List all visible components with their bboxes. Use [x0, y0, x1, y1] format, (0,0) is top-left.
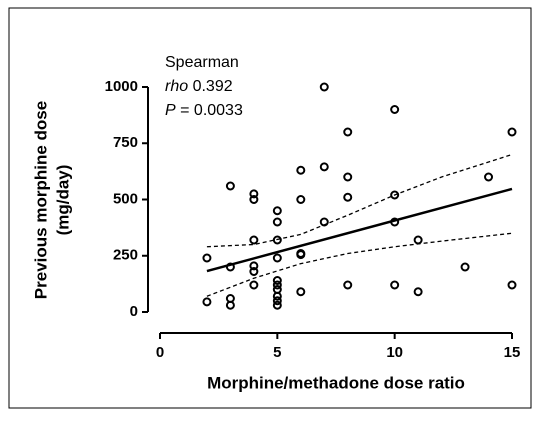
frame — [8, 7, 532, 409]
y-tick-label: 750 — [113, 134, 138, 151]
point — [225, 300, 235, 310]
y-tick-label: 500 — [113, 190, 138, 207]
point — [343, 127, 353, 137]
x-tick-label: 5 — [273, 344, 281, 361]
point — [413, 235, 423, 245]
point — [272, 280, 282, 290]
point — [272, 276, 282, 285]
annotation-title: Spearman — [165, 54, 239, 71]
point — [296, 250, 306, 260]
y-axis-label: (mg/day) — [53, 165, 72, 236]
x-tick-label: 10 — [386, 344, 403, 361]
point — [460, 262, 470, 272]
point — [272, 300, 282, 310]
point — [319, 217, 329, 227]
point — [272, 235, 282, 245]
x-tick-label: 0 — [156, 344, 164, 361]
point — [507, 280, 517, 290]
point — [390, 190, 400, 200]
y-tick-label: 0 — [130, 303, 138, 320]
point — [249, 267, 259, 276]
rho-value: 0.392 — [193, 78, 233, 95]
point — [319, 162, 329, 172]
y-tick-label: 1000 — [105, 78, 138, 95]
point — [225, 262, 235, 272]
point — [296, 165, 306, 175]
fit-line — [206, 187, 513, 273]
x-axis-label: Morphine/methadone dose ratio — [207, 373, 465, 392]
rho-label: rho — [165, 78, 188, 95]
point — [225, 181, 235, 191]
point — [249, 280, 259, 290]
point — [249, 195, 259, 204]
y-axis-label: Previous morphine dose — [31, 101, 50, 299]
point — [319, 82, 329, 92]
x-tick-label: 15 — [504, 344, 521, 361]
point — [272, 296, 282, 306]
point — [249, 261, 259, 271]
point — [343, 280, 353, 290]
point — [296, 195, 306, 204]
annotation-p: P = 0.0033 — [165, 102, 243, 119]
point — [272, 291, 282, 301]
point — [272, 217, 282, 227]
point — [202, 253, 212, 263]
point — [413, 287, 423, 297]
point — [296, 287, 306, 297]
y-tick-label: 250 — [113, 247, 138, 264]
point — [272, 206, 282, 216]
p-label: P — [165, 102, 176, 119]
point — [484, 172, 494, 182]
point — [272, 253, 282, 263]
annotation-rho: rho 0.392 — [165, 78, 233, 95]
fit-line — [206, 153, 513, 248]
point — [390, 217, 400, 227]
point — [249, 189, 259, 199]
point — [343, 172, 353, 182]
point — [507, 127, 517, 137]
point — [343, 192, 353, 202]
fit-line — [206, 232, 513, 297]
point — [249, 235, 259, 245]
p-value: = 0.0033 — [180, 102, 243, 119]
point — [390, 280, 400, 290]
point — [390, 105, 400, 114]
point — [202, 297, 212, 307]
